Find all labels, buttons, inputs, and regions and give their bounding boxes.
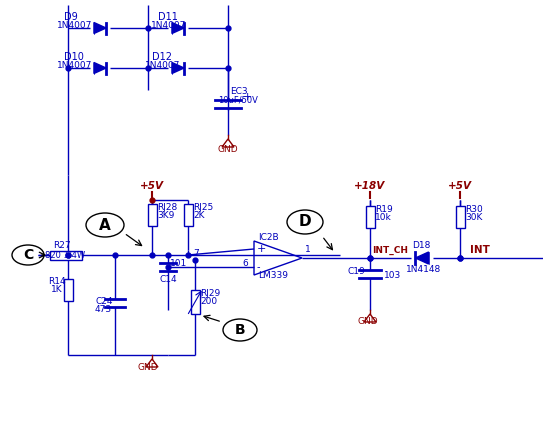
Text: R14: R14 xyxy=(48,277,66,287)
Polygon shape xyxy=(94,63,106,74)
Text: 7: 7 xyxy=(193,248,199,258)
Text: GND: GND xyxy=(358,318,378,326)
Text: C14: C14 xyxy=(160,276,178,284)
Text: C24: C24 xyxy=(95,298,112,306)
Text: R30: R30 xyxy=(465,205,483,213)
Text: +18V: +18V xyxy=(355,181,386,191)
Text: 820 1/4W: 820 1/4W xyxy=(45,250,85,259)
Bar xyxy=(64,279,73,301)
Text: GND: GND xyxy=(138,363,159,373)
Text: 101: 101 xyxy=(170,259,187,269)
Text: 10k: 10k xyxy=(375,213,392,221)
Text: 3K9: 3K9 xyxy=(157,210,174,220)
Text: EC3: EC3 xyxy=(230,87,248,97)
Text: RJ28: RJ28 xyxy=(157,202,177,212)
Text: +5V: +5V xyxy=(448,181,472,191)
Text: D10: D10 xyxy=(64,52,84,62)
Text: 1N4007: 1N4007 xyxy=(57,60,92,70)
Bar xyxy=(184,204,193,226)
Bar xyxy=(50,250,82,259)
Bar xyxy=(191,290,199,314)
Text: D18: D18 xyxy=(412,242,431,250)
Text: C: C xyxy=(23,248,33,262)
Text: D9: D9 xyxy=(64,12,78,22)
Text: D11: D11 xyxy=(158,12,178,22)
Polygon shape xyxy=(172,63,184,74)
Text: 1N4007: 1N4007 xyxy=(57,20,92,30)
Text: D: D xyxy=(299,214,311,229)
Polygon shape xyxy=(415,252,428,264)
Text: INT: INT xyxy=(470,245,490,255)
Text: C19: C19 xyxy=(348,268,366,277)
Text: R27: R27 xyxy=(53,240,71,250)
Text: LM339: LM339 xyxy=(258,272,288,280)
Bar xyxy=(365,206,375,228)
Text: 30K: 30K xyxy=(465,213,482,221)
Text: RJ25: RJ25 xyxy=(193,202,213,212)
Text: A: A xyxy=(99,217,111,232)
Text: +5V: +5V xyxy=(140,181,164,191)
Text: 6: 6 xyxy=(242,259,248,269)
Text: 2K: 2K xyxy=(193,210,205,220)
Text: +: + xyxy=(257,244,267,254)
Text: GND: GND xyxy=(218,146,238,154)
Text: 1N4007: 1N4007 xyxy=(151,20,186,30)
Text: 1K: 1K xyxy=(51,285,62,295)
Text: INT_CH: INT_CH xyxy=(372,246,408,254)
Polygon shape xyxy=(172,22,184,34)
Text: B: B xyxy=(235,323,245,337)
Text: 473: 473 xyxy=(95,306,112,314)
Bar xyxy=(456,206,464,228)
Text: 1N4007: 1N4007 xyxy=(145,60,180,70)
Text: -: - xyxy=(257,262,261,272)
Text: D12: D12 xyxy=(152,52,172,62)
Bar xyxy=(148,204,156,226)
Polygon shape xyxy=(94,22,106,34)
Text: IC2B: IC2B xyxy=(258,232,279,242)
Text: 10uF/50V: 10uF/50V xyxy=(218,96,258,105)
Text: RJ29: RJ29 xyxy=(200,288,220,298)
Text: 1: 1 xyxy=(305,246,311,254)
Text: 1N4148: 1N4148 xyxy=(406,265,441,273)
Text: +: + xyxy=(243,92,252,102)
Text: R19: R19 xyxy=(375,205,393,213)
Text: 103: 103 xyxy=(384,272,401,280)
Text: 200: 200 xyxy=(200,298,217,306)
